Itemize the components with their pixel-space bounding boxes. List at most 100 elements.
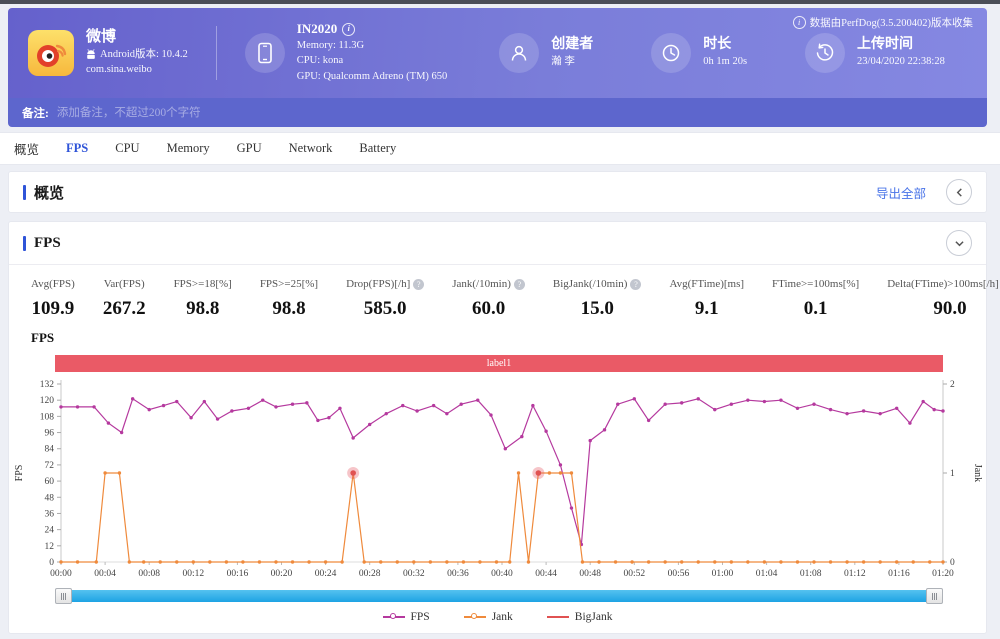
stat-value: 98.8 [186,298,220,319]
help-icon[interactable]: ? [413,278,425,290]
weibo-app-icon [28,30,74,76]
stat-value: 109.9 [31,298,75,319]
duration-block: 时长 0h 1m 20s [651,33,747,73]
stat-jank: Jank(/10min)? 60.0 [452,278,525,320]
svg-text:01:08: 01:08 [800,569,822,579]
fps-section: FPS Avg(FPS) 109.9 Var(FPS) 267.2 FPS>=18[%]… [8,221,999,634]
device-memory: Memory: 11.3G [296,39,365,51]
app-name: 微博 [86,28,117,45]
legend-item-fps[interactable]: FPS [382,611,430,623]
stat-ftime-ge-100ms: FTime>=100ms[%] 0.1 [772,278,859,320]
svg-text:00:44: 00:44 [535,569,557,579]
svg-text:00:24: 00:24 [315,569,337,579]
svg-text:48: 48 [45,493,55,503]
svg-text:60: 60 [45,477,55,487]
chart-annotation-bar: label1 [55,355,943,372]
stat-drop-fps: Drop(FPS)[/h]? 585.0 [346,278,425,320]
svg-text:00:48: 00:48 [579,569,601,579]
svg-text:24: 24 [45,526,55,536]
svg-text:00:04: 00:04 [94,569,116,579]
history-clock-icon [805,33,846,73]
svg-text:120: 120 [40,396,55,406]
creator-block: 创建者 瀚 李 [499,33,593,73]
svg-text:00:28: 00:28 [359,569,381,579]
stat-value: 98.8 [272,298,306,319]
tab-cpu[interactable]: CPU [115,141,140,155]
collapse-down-button[interactable] [946,230,972,256]
tab-fps[interactable]: FPS [66,141,89,155]
person-icon [499,33,540,73]
app-info-block: 微博 Android版本: 10.4.2 com.sina.weibo [28,28,188,78]
collapse-left-button[interactable] [946,179,972,205]
svg-text:00:40: 00:40 [491,569,513,579]
device-info-icon[interactable]: i [342,22,356,36]
report-header: 微博 Android版本: 10.4.2 com.sina.weibo [8,8,987,98]
upload-time-block: 上传时间 23/04/2020 22:38:28 [805,33,945,73]
svg-text:00:08: 00:08 [138,569,160,579]
stat-label: FPS>=18[%] [173,278,232,290]
section-accent-bar [23,235,26,251]
chart-title: FPS [31,330,55,345]
stat-value: 9.1 [694,298,719,319]
scrollbar-left-handle[interactable] [55,588,72,604]
chevron-down-icon [954,240,964,246]
stat-label: Delta(FTime)>100ms[/h]? [887,278,999,290]
tab-overview[interactable]: 概览 [14,143,40,157]
note-input[interactable] [54,105,973,120]
duration-value: 0h 1m 20s [703,55,748,67]
svg-text:36: 36 [45,509,55,519]
note-label: 备注: [22,107,49,120]
weibo-logo-icon [37,44,67,67]
overview-section: 概览 导出全部 [8,171,987,213]
window-top-edge [0,0,1000,4]
svg-text:00:00: 00:00 [50,569,72,579]
svg-text:108: 108 [40,412,55,422]
device-info-block: IN2020 i Memory: 11.3G CPU: kona GPU: Qu… [244,21,447,85]
annotation-label: label1 [486,358,512,369]
export-all-link[interactable]: 导出全部 [875,186,926,201]
fps-chart-area: 0 12 24 36 48 60 72 84 96 108 120 132 0 1 2 00:00 00:04 0… [9,376,986,585]
tab-bar: 概览 FPS CPU Memory GPU Network Battery [0,132,1000,165]
svg-text:FPS: FPS [14,465,25,482]
stat-fps-ge-18: FPS>=18[%] 98.8 [174,278,232,320]
header-divider [215,26,217,80]
legend-marker [463,613,486,619]
scrollbar-right-handle[interactable] [926,588,943,604]
svg-text:1: 1 [950,469,955,479]
svg-text:01:16: 01:16 [888,569,910,579]
svg-text:01:20: 01:20 [932,569,954,579]
legend-item-jank[interactable]: Jank [463,611,513,623]
tab-network[interactable]: Network [288,141,333,155]
section-accent-bar [23,184,26,200]
stat-label: Var(FPS) [103,278,145,290]
stat-var-fps: Var(FPS) 267.2 [103,278,146,320]
fps-stats-row: Avg(FPS) 109.9 Var(FPS) 267.2 FPS>=18[%] 98.8… [9,265,999,322]
svg-text:96: 96 [45,429,55,439]
tab-gpu[interactable]: GPU [236,141,262,155]
help-icon[interactable]: ? [630,278,642,290]
svg-text:Jank: Jank [972,464,983,482]
legend-label: FPS [410,611,430,623]
phone-icon [244,33,285,73]
scrollbar-track[interactable] [72,590,926,602]
svg-text:00:16: 00:16 [227,569,249,579]
help-icon[interactable]: ? [513,278,525,290]
stat-avg-ftime: Avg(FTime)[ms] 9.1 [669,278,744,320]
stat-fps-ge-25: FPS>=25[%] 98.8 [260,278,318,320]
legend-item-bigjank[interactable]: BigJank [546,611,612,623]
stat-value: 585.0 [363,298,407,319]
stat-delta-ftime: Delta(FTime)>100ms[/h]? 90.0 [887,278,1000,320]
perfdog-version-note: i 数据由PerfDog(3.5.200402)版本收集 [792,15,973,30]
stat-label: FPS>=25[%] [259,278,319,290]
svg-text:72: 72 [45,461,55,471]
android-version: Android版本: 10.4.2 [100,48,188,60]
tab-battery[interactable]: Battery [359,141,397,155]
clock-icon [651,33,692,73]
duration-label: 时长 [703,37,732,53]
creator-value: 瀚 李 [551,55,575,67]
stat-label: Avg(FTime)[ms] [669,278,745,290]
svg-text:01:04: 01:04 [756,569,778,579]
svg-text:132: 132 [40,380,55,390]
tab-memory[interactable]: Memory [166,141,210,155]
